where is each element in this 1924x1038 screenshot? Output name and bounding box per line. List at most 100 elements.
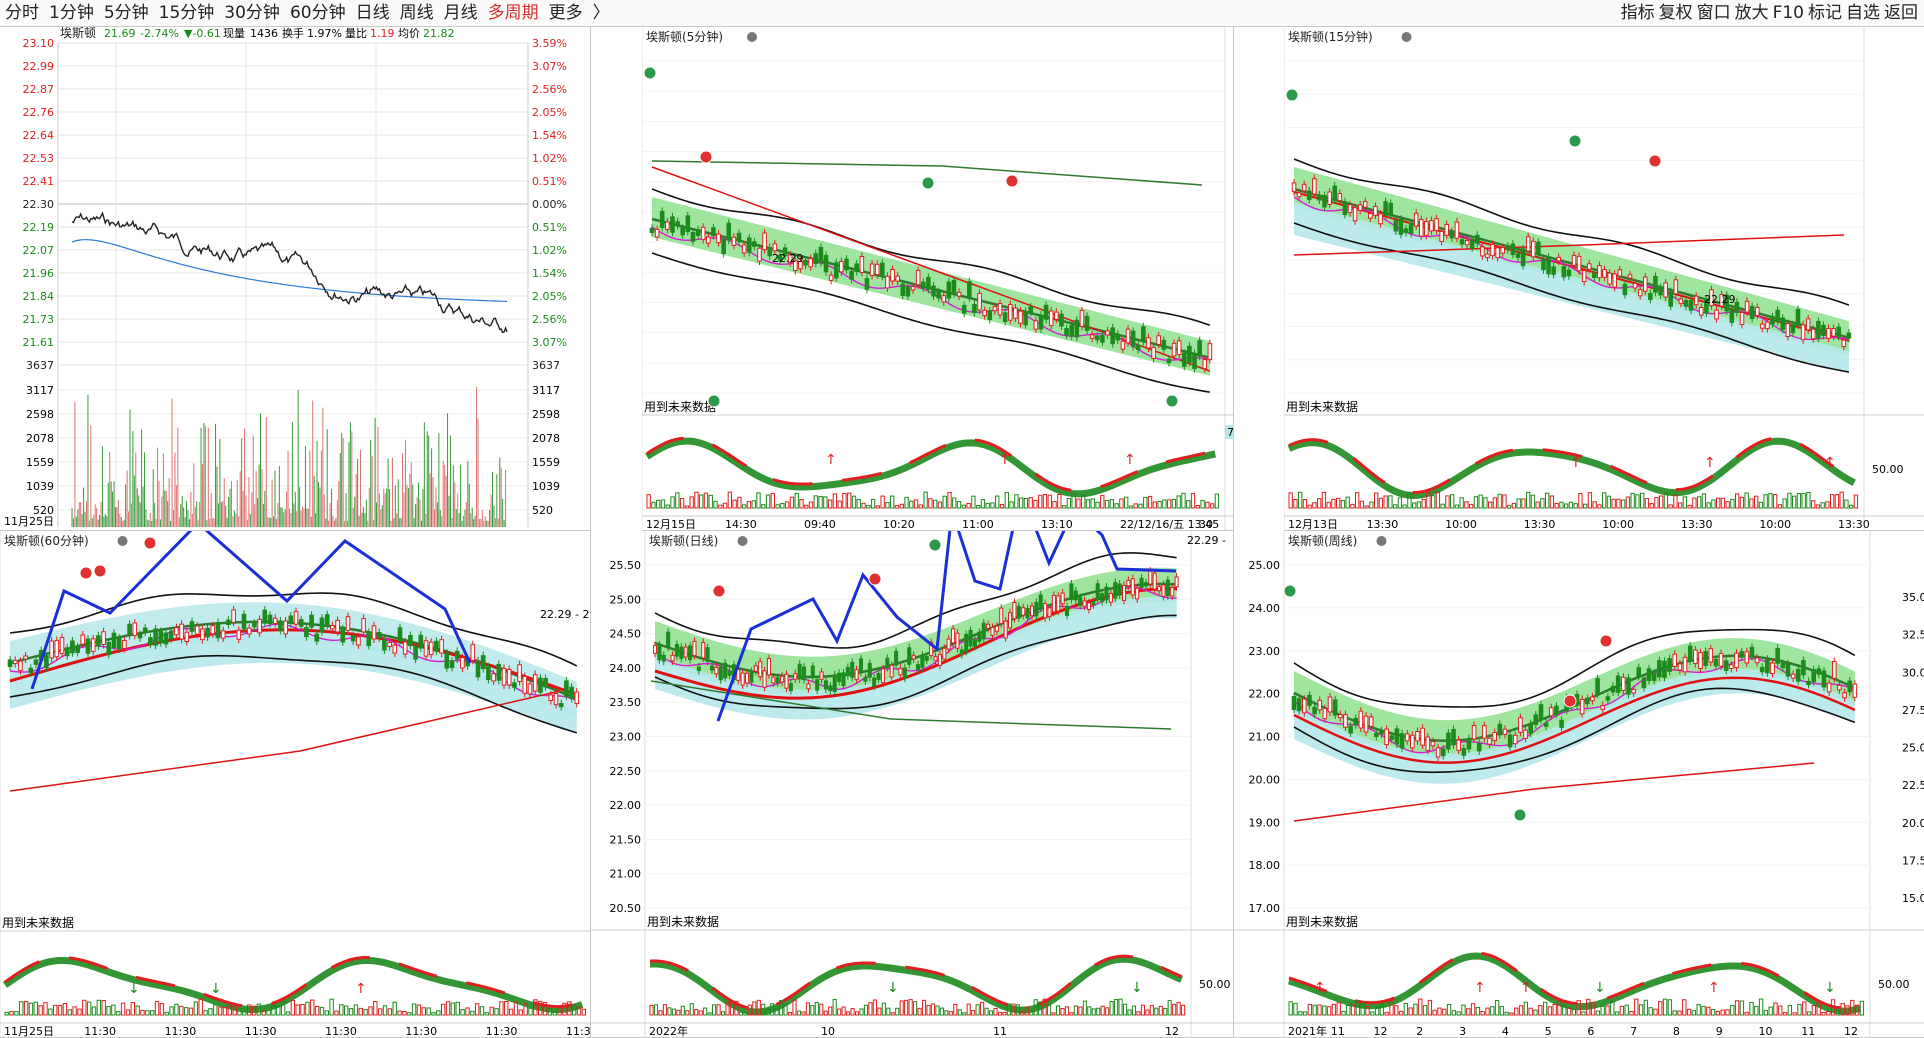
more-arrow-icon[interactable]: 〉 xyxy=(588,0,615,26)
x-tick: 10 xyxy=(1758,1025,1772,1037)
candle-body xyxy=(859,659,862,673)
period-tab-9[interactable]: 多周期 xyxy=(483,0,544,26)
mini-volume-bar xyxy=(189,1008,192,1015)
x-tick: 11 xyxy=(1801,1025,1815,1037)
stock-name[interactable]: 埃斯顿 xyxy=(60,27,96,40)
candle-body xyxy=(1203,360,1207,369)
period-tab-8[interactable]: 月线 xyxy=(439,0,483,26)
panel-title[interactable]: 埃斯顿(日线) xyxy=(649,534,718,548)
candle-body xyxy=(1048,608,1051,617)
mini-volume-bar xyxy=(1289,1002,1292,1015)
candle-body xyxy=(1791,674,1795,678)
panel-title[interactable]: 埃斯顿(周线) xyxy=(1288,534,1357,548)
period-tab-1[interactable]: 1分钟 xyxy=(44,0,99,26)
candle-body xyxy=(1060,314,1064,326)
mini-volume-bar xyxy=(204,1011,207,1015)
period-tab-2[interactable]: 5分钟 xyxy=(99,0,154,26)
period-tab-7[interactable]: 周线 xyxy=(395,0,439,26)
candle-body xyxy=(279,621,283,630)
candle-body xyxy=(1481,247,1485,256)
candle-body xyxy=(1460,240,1464,244)
period-tab-10[interactable]: 更多 xyxy=(544,0,588,26)
candle-body xyxy=(1832,661,1836,678)
mini-volume-bar xyxy=(650,1005,653,1015)
mini-volume-bar xyxy=(1579,493,1582,508)
mini-volume-bar xyxy=(1598,505,1601,508)
mini-volume-bar xyxy=(985,1008,988,1015)
panel-title[interactable]: 埃斯顿(60分钟) xyxy=(4,533,89,548)
mini-volume-bar xyxy=(1560,502,1563,508)
candle-body xyxy=(273,618,277,623)
dropdown-icon[interactable] xyxy=(118,536,128,546)
mini-volume-bar xyxy=(1491,1007,1494,1015)
period-tab-6[interactable]: 日线 xyxy=(351,0,395,26)
mini-volume-bar xyxy=(828,500,831,508)
mini-volume-bar xyxy=(953,498,956,508)
tool-6[interactable]: 自选 xyxy=(1844,0,1882,26)
mini-volume-bar xyxy=(1641,493,1644,508)
candle-body xyxy=(819,247,823,262)
mini-volume-bar xyxy=(1120,499,1123,508)
panel-title[interactable]: 埃斯顿(15分钟) xyxy=(1288,29,1373,44)
candle-body xyxy=(1004,621,1007,638)
mini-volume-bar xyxy=(243,1012,246,1015)
mini-volume-bar xyxy=(1115,1000,1118,1015)
mini-volume-bar xyxy=(1663,999,1666,1015)
mini-volume-bar xyxy=(910,501,913,508)
x-tick: 11 xyxy=(1331,1025,1345,1037)
tool-2[interactable]: 窗口 xyxy=(1695,0,1733,26)
candle-body xyxy=(890,665,893,677)
tool-7[interactable]: 返回 xyxy=(1882,0,1920,26)
candle-body xyxy=(956,633,959,648)
mini-volume-bar xyxy=(306,1002,309,1015)
candle-body xyxy=(86,639,90,653)
mini-volume-bar xyxy=(695,1009,698,1015)
candle-body xyxy=(1052,595,1055,611)
mini-volume-bar xyxy=(1053,501,1056,508)
tool-1[interactable]: 复权 xyxy=(1657,0,1695,26)
tool-3[interactable]: 放大 xyxy=(1733,0,1771,26)
mini-volume-bar xyxy=(709,495,712,508)
candle-body xyxy=(149,638,153,645)
tool-0[interactable]: 指标 xyxy=(1619,0,1657,26)
mini-volume-bar xyxy=(814,496,817,508)
mini-volume-bar xyxy=(1860,1001,1863,1015)
mini-volume-bar xyxy=(1606,1006,1609,1015)
candle-body xyxy=(1683,657,1687,671)
candle-body xyxy=(1208,344,1212,360)
period-tab-3[interactable]: 15分钟 xyxy=(154,0,220,26)
mini-volume-bar xyxy=(905,497,908,508)
mini-volume-bar xyxy=(1159,1006,1162,1015)
tool-5[interactable]: 标记 xyxy=(1806,0,1844,26)
candle-body xyxy=(497,664,501,680)
candle-body xyxy=(960,650,963,655)
mini-volume-bar xyxy=(54,1005,57,1015)
period-tab-0[interactable]: 分时 xyxy=(0,0,44,26)
panel-title[interactable]: 埃斯顿(5分钟) xyxy=(646,29,723,44)
candle-body xyxy=(1175,577,1178,587)
candle-body xyxy=(1374,206,1378,215)
dropdown-icon[interactable] xyxy=(738,536,748,546)
mini-volume-bar xyxy=(914,500,917,508)
mini-volume-bar xyxy=(815,1002,818,1015)
signal-icon xyxy=(708,395,720,407)
mini-volume-bar xyxy=(762,505,765,508)
mini-volume-bar xyxy=(788,1012,791,1015)
mini-volume-bar xyxy=(112,1005,115,1015)
period-tab-4[interactable]: 30分钟 xyxy=(219,0,285,26)
mini-volume-bar xyxy=(757,493,760,508)
period-tab-5[interactable]: 60分钟 xyxy=(285,0,351,26)
mini-volume-bar xyxy=(652,502,655,508)
dropdown-icon[interactable] xyxy=(747,32,757,42)
mini-volume-bar xyxy=(1356,493,1359,508)
candle-body xyxy=(1603,270,1607,278)
candle-body xyxy=(1039,315,1043,329)
x-tick: 10:20 xyxy=(883,518,915,530)
dropdown-icon[interactable] xyxy=(1377,536,1387,546)
candle-body xyxy=(1781,318,1785,329)
dropdown-icon[interactable] xyxy=(1402,32,1412,42)
mini-volume-bar xyxy=(886,503,889,508)
tool-4[interactable]: F10 xyxy=(1771,0,1806,26)
candle-body xyxy=(1302,699,1306,713)
